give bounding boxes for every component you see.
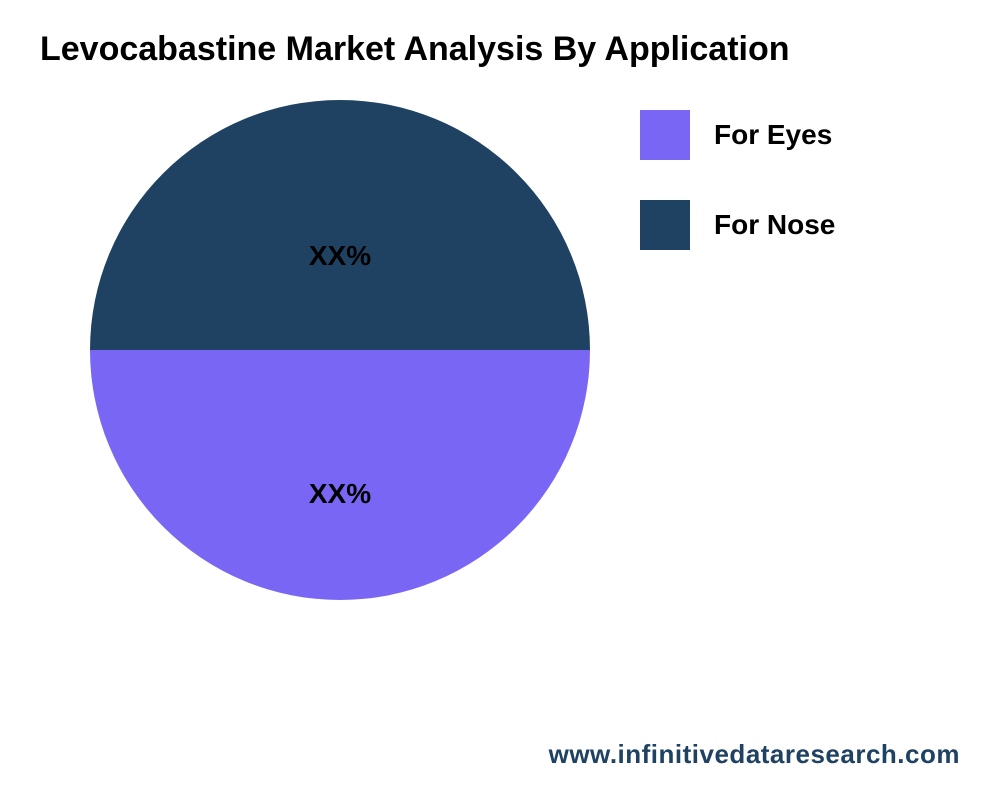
legend-item-nose: For Nose (640, 200, 835, 250)
chart-title: Levocabastine Market Analysis By Applica… (40, 30, 790, 69)
legend-swatch-eyes (640, 110, 690, 160)
legend: For Eyes For Nose (640, 110, 835, 290)
pie-slices (90, 100, 590, 600)
legend-item-eyes: For Eyes (640, 110, 835, 160)
watermark: www.infinitivedataresearch.com (549, 739, 960, 770)
legend-swatch-nose (640, 200, 690, 250)
legend-label-nose: For Nose (714, 209, 835, 241)
slice-label-nose: XX% (309, 240, 371, 272)
slice-label-eyes: XX% (309, 478, 371, 510)
pie-chart: XX% XX% (90, 100, 590, 600)
legend-label-eyes: For Eyes (714, 119, 832, 151)
